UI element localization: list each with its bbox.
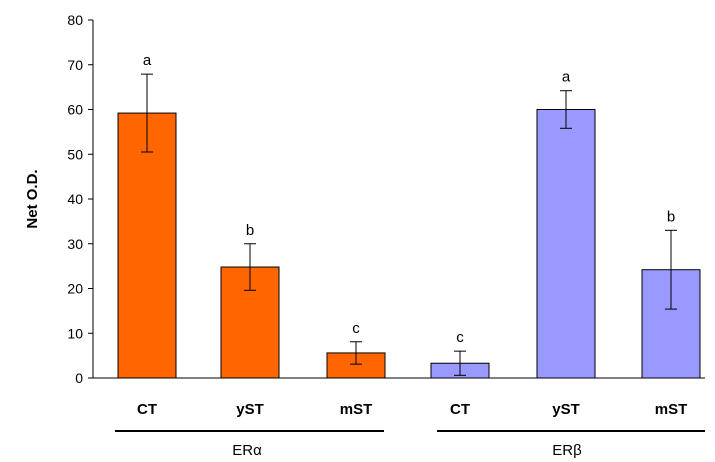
y-tick-label: 80 bbox=[67, 12, 83, 28]
y-tick-label: 30 bbox=[67, 236, 83, 252]
y-tick-label: 50 bbox=[67, 146, 83, 162]
y-tick-label: 40 bbox=[67, 191, 83, 207]
significance-label: a bbox=[562, 69, 571, 86]
bar bbox=[117, 112, 177, 379]
bars: a b c c a b bbox=[117, 52, 701, 379]
y-tick-label: 60 bbox=[67, 102, 83, 118]
y-axis-title: Net O.D. bbox=[24, 169, 41, 228]
significance-label: b bbox=[667, 208, 675, 225]
category-label: mST bbox=[340, 401, 373, 418]
significance-label: a bbox=[143, 52, 152, 69]
group-label: ERα bbox=[232, 442, 262, 459]
y-tick-label: 10 bbox=[67, 325, 83, 341]
group-label: ERβ bbox=[552, 442, 582, 459]
category-label: CT bbox=[450, 401, 470, 418]
significance-label: c bbox=[352, 320, 360, 337]
y-tick-label: 70 bbox=[67, 57, 83, 73]
significance-label: c bbox=[456, 329, 464, 346]
category-label: mST bbox=[655, 401, 688, 418]
category-label: CT bbox=[137, 401, 157, 418]
category-label: yST bbox=[236, 401, 264, 418]
significance-label: b bbox=[246, 222, 254, 239]
bar bbox=[536, 109, 596, 379]
y-axis: 0 10 20 30 40 50 60 70 80 bbox=[67, 12, 705, 386]
category-label: yST bbox=[552, 401, 580, 418]
y-tick-label: 0 bbox=[75, 370, 83, 386]
y-tick-label: 20 bbox=[67, 281, 83, 297]
category-labels: CT yST mST ERα CT yST mST ERβ bbox=[115, 401, 705, 459]
